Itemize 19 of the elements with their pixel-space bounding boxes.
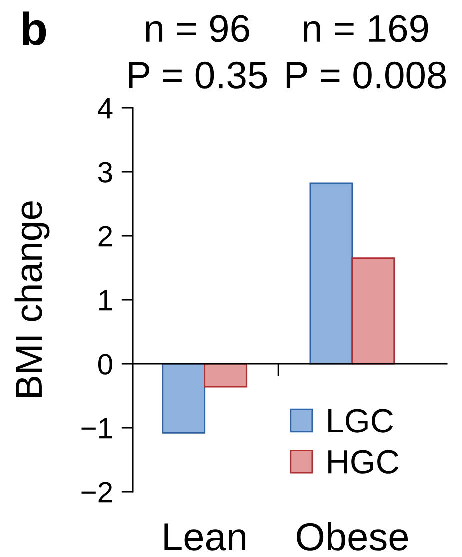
chart-title: b bbox=[23, 12, 46, 46]
x-tick-label: Obese bbox=[297, 522, 408, 551]
y-tick-label: 1 bbox=[100, 290, 112, 311]
legend-label: HGC bbox=[328, 450, 399, 474]
legend-label: LGC bbox=[328, 409, 394, 433]
bar bbox=[204, 363, 248, 388]
x-tick-label: Lean bbox=[164, 524, 246, 551]
text: n = 169 P = 0.008 bbox=[286, 15, 446, 89]
y-axis-title: BMI change bbox=[14, 202, 50, 397]
bar bbox=[352, 258, 396, 365]
y-tick-label: 0 bbox=[98, 354, 112, 375]
text: n = 96 P = 0.35 bbox=[129, 15, 268, 89]
y-tick-label: 2 bbox=[98, 226, 112, 247]
y-tick-label: −2 bbox=[82, 482, 112, 503]
y-tick-label: 3 bbox=[98, 162, 112, 183]
bar bbox=[310, 182, 354, 365]
y-tick-label: 4 bbox=[98, 98, 113, 119]
y-tick-label: −1 bbox=[82, 418, 112, 439]
bar bbox=[162, 363, 206, 434]
